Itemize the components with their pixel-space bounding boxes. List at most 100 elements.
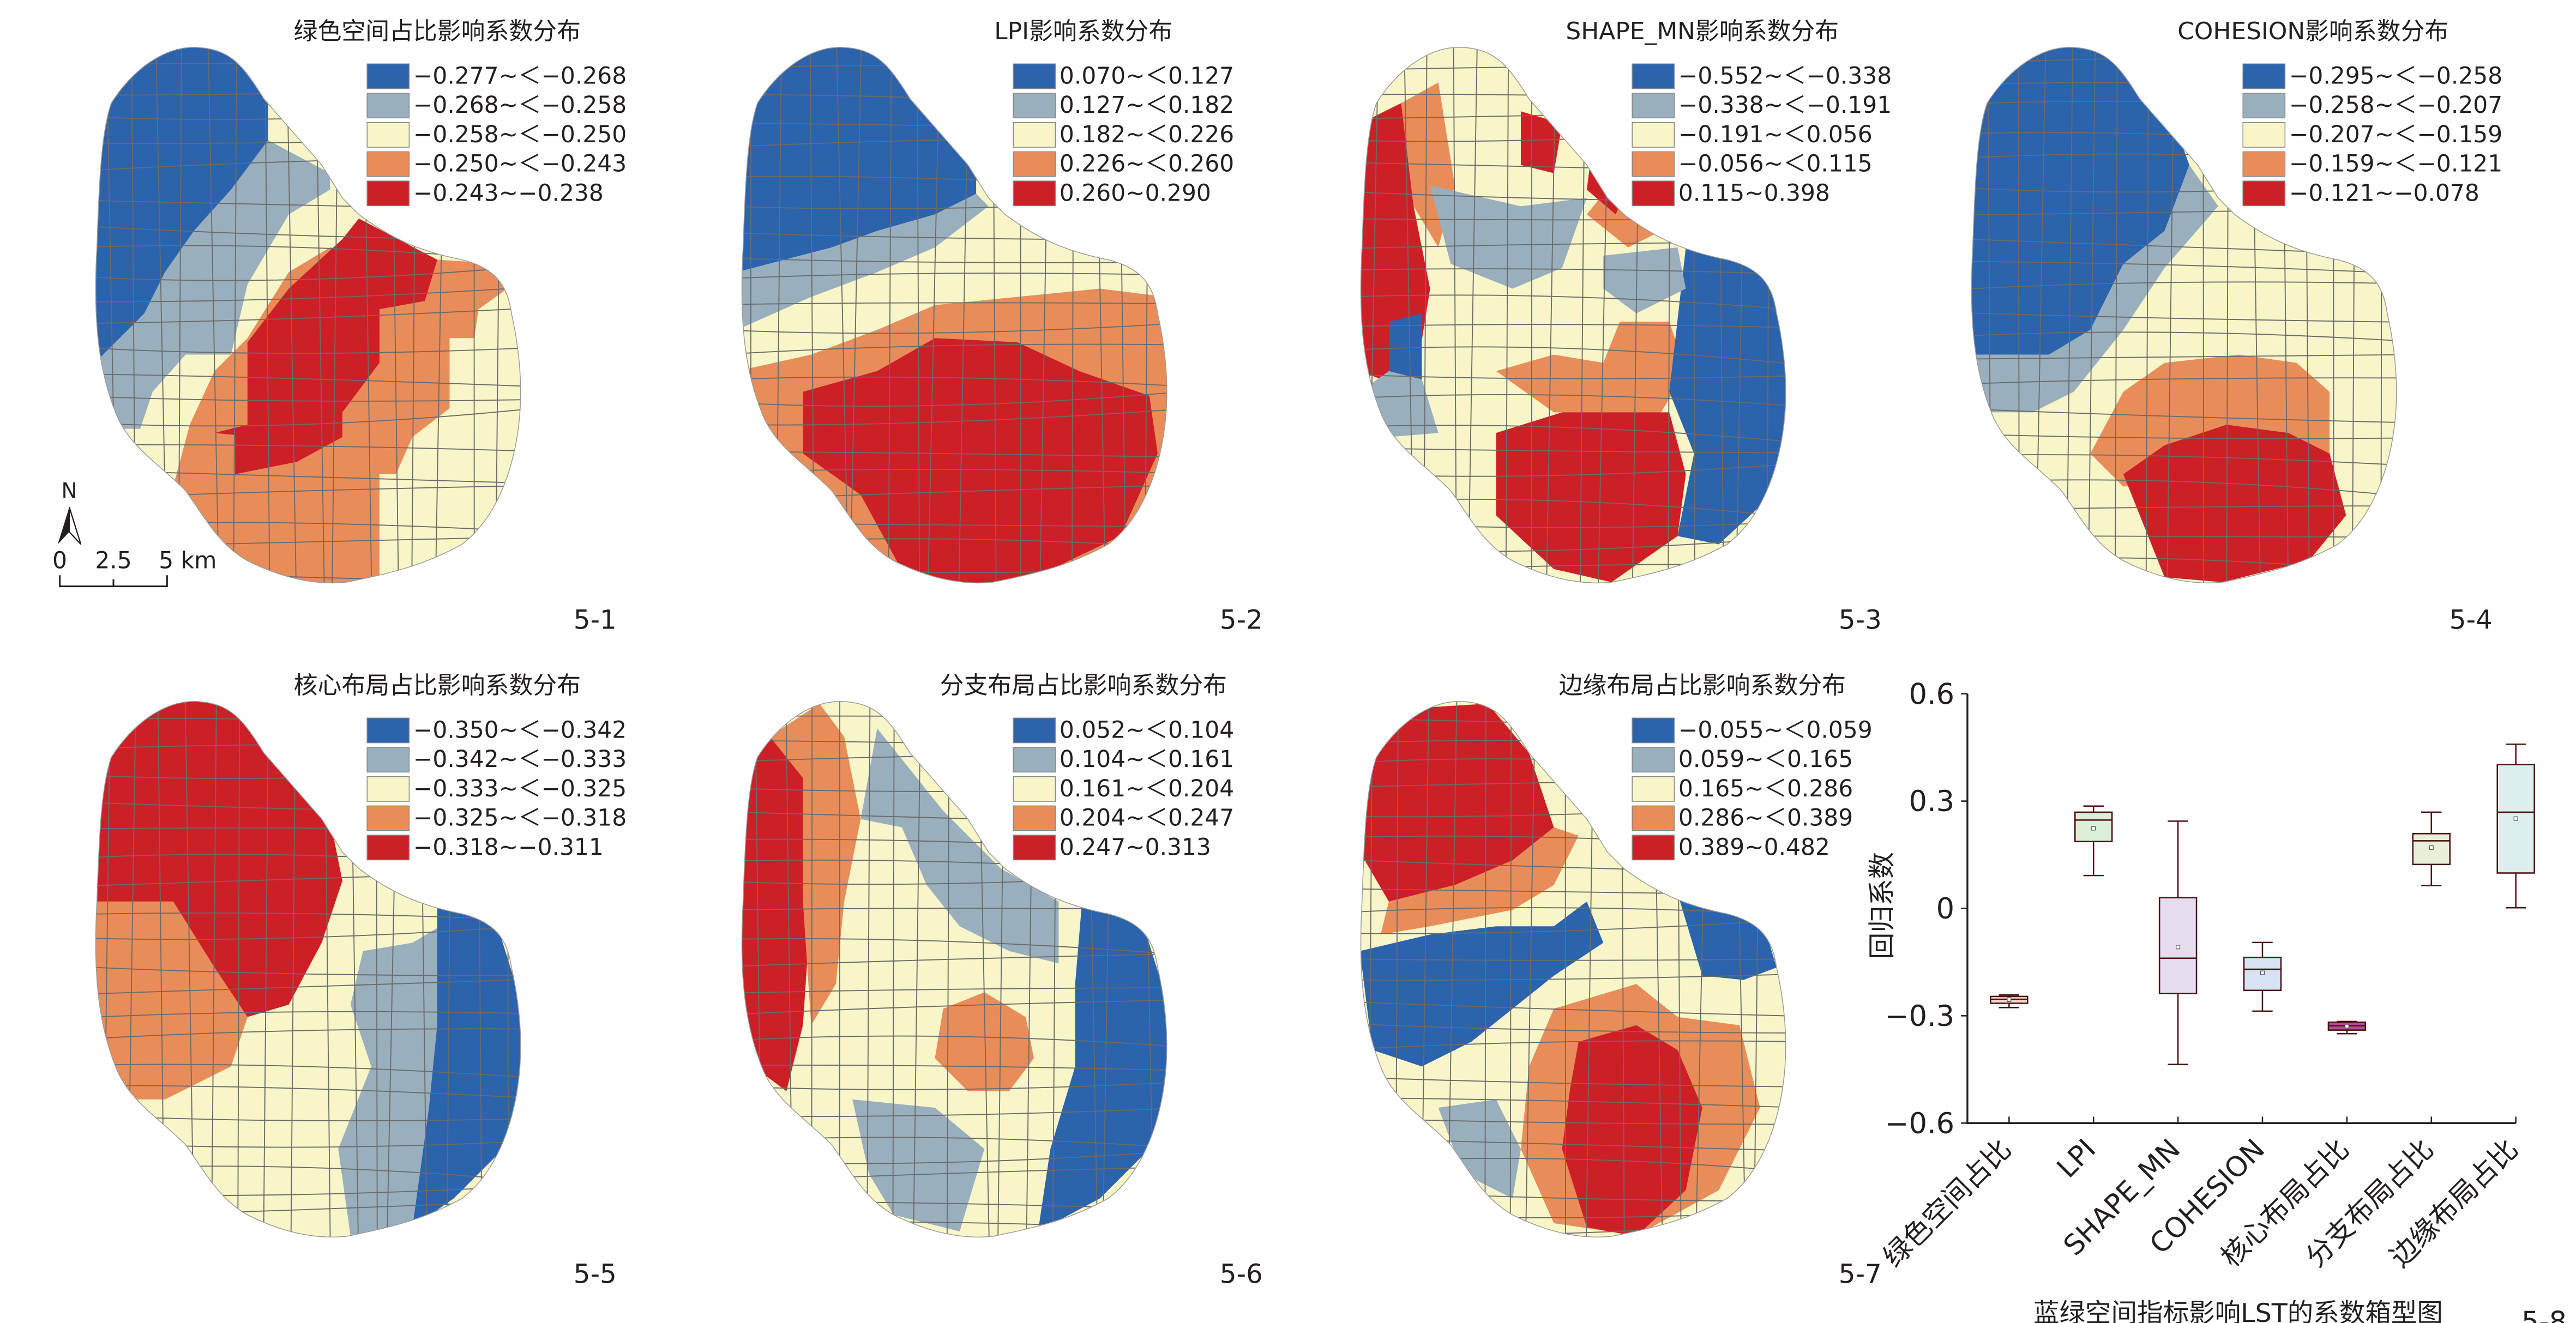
map-title: COHESION影响系数分布 xyxy=(2177,17,2448,45)
legend-swatch xyxy=(2242,93,2286,119)
y-tick-label: 0 xyxy=(1936,892,1954,926)
legend-swatch xyxy=(1013,717,1056,744)
iqr-box xyxy=(2243,957,2282,992)
map-outline xyxy=(741,47,1167,584)
legend-swatch xyxy=(366,835,410,861)
legend-label: −0.250~＜−0.243 xyxy=(413,150,627,177)
street-line xyxy=(1361,346,1786,366)
street-line xyxy=(742,938,1167,956)
legend-swatch xyxy=(1013,835,1056,861)
mean-marker xyxy=(2260,970,2265,975)
legend-swatch xyxy=(1632,747,1675,773)
legend-swatch xyxy=(366,717,410,744)
street-line xyxy=(1971,582,2397,583)
street-line xyxy=(912,701,922,1237)
legend-label: −0.207~＜−0.159 xyxy=(2289,121,2502,148)
chart-title: 蓝绿空间指标影响LST的系数箱型图 xyxy=(2033,1298,2443,1323)
box-6 xyxy=(2412,811,2451,886)
street-line xyxy=(866,701,871,1237)
legend-label: 0.161~＜0.204 xyxy=(1060,775,1234,802)
figure-label: 5-2 xyxy=(1220,605,1263,636)
legend-label: −0.325~＜−0.318 xyxy=(413,805,627,831)
street-line xyxy=(888,47,892,583)
legend-label: 0.204~＜0.247 xyxy=(1060,805,1234,831)
street-line xyxy=(1361,268,1786,275)
map-zone-class-5 xyxy=(1361,703,1554,902)
street-line xyxy=(1525,701,1536,1237)
map-zone-class-2 xyxy=(860,728,1059,964)
street-line xyxy=(95,347,521,354)
street-line xyxy=(849,47,862,583)
legend-label: 0.115~0.398 xyxy=(1678,179,1830,206)
legend-swatch xyxy=(1632,93,1675,119)
legend-label: −0.268~＜−0.258 xyxy=(413,92,627,118)
street-line xyxy=(1971,354,2397,360)
street-line xyxy=(81,687,82,1252)
street-line xyxy=(95,912,521,921)
scale-bar xyxy=(59,575,168,588)
street-line xyxy=(742,273,1167,279)
legend-label: 0.059~＜0.165 xyxy=(1678,746,1853,772)
map-outline xyxy=(1360,701,1786,1238)
street-line xyxy=(95,373,521,388)
map-panel: 绿色空间占比影响系数分布 −0.277~＜−0.268 −0.268~＜−0.258… xyxy=(0,0,643,643)
legend-swatch xyxy=(1632,717,1675,744)
boxplot-boxes xyxy=(1990,743,2535,1065)
map-zone-class-2 xyxy=(1971,165,2218,413)
street-line xyxy=(916,47,920,583)
legend-swatch xyxy=(1632,63,1675,89)
map-zone-class-5 xyxy=(1520,111,1562,173)
street-line xyxy=(1971,408,2397,424)
map-panel: COHESION影响系数分布 −0.295~＜−0.258 −0.258~＜−0.2… xyxy=(1876,0,2519,643)
figure-label: 5-8 xyxy=(2521,1306,2567,1323)
street-line xyxy=(1361,1023,1786,1034)
y-tick-label: −0.6 xyxy=(1885,1107,1954,1140)
map-zone-class-2 xyxy=(1603,247,1686,313)
street-line xyxy=(729,594,1182,603)
street-line xyxy=(233,47,238,583)
street-line xyxy=(1361,1076,1786,1088)
choropleth-map: COHESION影响系数分布 −0.295~＜−0.258 −0.258~＜−0.2… xyxy=(1971,17,2502,636)
legend-swatch xyxy=(2242,180,2286,207)
box-7 xyxy=(2496,743,2535,909)
legend-label: −0.258~＜−0.250 xyxy=(413,121,627,148)
legend-label: −0.055~＜0.059 xyxy=(1678,717,1873,744)
map-zone-class-5 xyxy=(2123,425,2346,583)
legend-label: 0.052~＜0.104 xyxy=(1060,717,1234,744)
map-zone-class-4 xyxy=(769,703,861,1025)
map-panel: LPI影响系数分布 0.070~＜0.127 0.127~＜0.182 0.182~＜… xyxy=(646,0,1290,643)
legend-swatch xyxy=(1632,776,1675,802)
legend-swatch xyxy=(366,180,410,207)
figure-label: 5-7 xyxy=(1839,1259,1882,1290)
legend-swatch xyxy=(2242,122,2286,148)
figure-label: 5-3 xyxy=(1839,605,1882,636)
street-line xyxy=(1505,47,1509,583)
street-line xyxy=(742,257,1167,263)
legend-swatch xyxy=(366,151,410,177)
legend-label: −0.295~＜−0.258 xyxy=(2289,63,2502,89)
legend-swatch xyxy=(1013,151,1056,177)
street-line xyxy=(1361,425,1786,443)
legend-label: 0.286~＜0.389 xyxy=(1678,805,1853,831)
street-line xyxy=(1361,1097,1786,1109)
street-line xyxy=(95,395,521,402)
map-panel: 分支布局占比影响系数分布 0.052~＜0.104 0.104~＜0.161 0.16… xyxy=(646,654,1290,1297)
street-line xyxy=(742,343,1167,355)
street-line xyxy=(1361,1040,1786,1050)
street-line xyxy=(1361,394,1786,407)
legend-label: −0.350~＜−0.342 xyxy=(413,717,627,744)
legend-label: −0.342~＜−0.333 xyxy=(413,746,627,772)
legend-label: 0.260~0.290 xyxy=(1060,179,1211,206)
street-line xyxy=(742,1035,1167,1048)
map-zone-class-5 xyxy=(214,218,437,474)
street-line xyxy=(95,407,521,427)
legend-swatch xyxy=(366,122,410,148)
x-tick-label: LPI xyxy=(2051,1133,2102,1185)
legend-swatch xyxy=(1013,180,1056,207)
map-base-region xyxy=(1361,47,1786,583)
map-title: SHAPE_MN影响系数分布 xyxy=(1566,17,1839,45)
street-line xyxy=(742,408,1167,426)
map-outline xyxy=(1360,47,1786,584)
street-line xyxy=(742,1082,1167,1090)
legend-label: 0.226~＜0.260 xyxy=(1060,150,1234,177)
